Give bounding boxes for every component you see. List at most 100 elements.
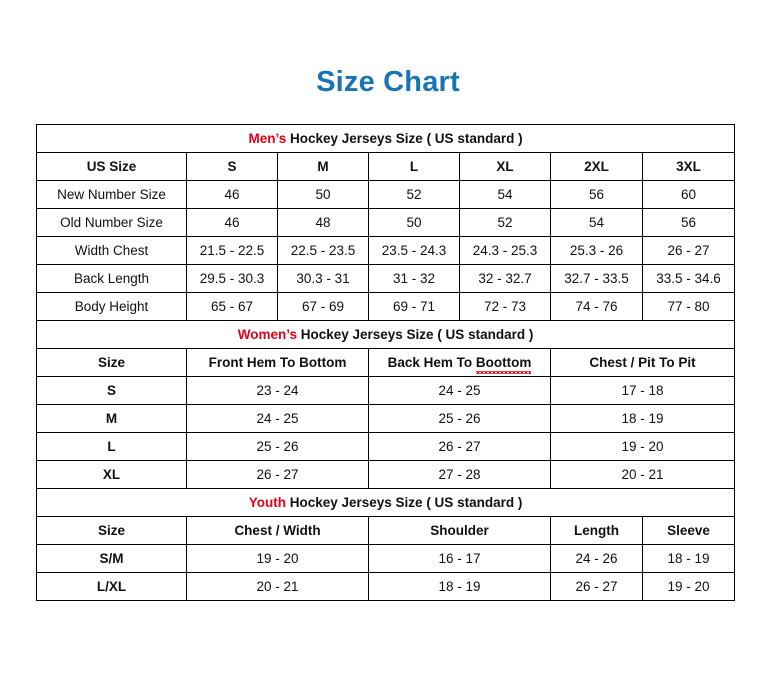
- column-header-cell: Front Hem To Bottom: [186, 348, 369, 377]
- data-cell: 26 - 27: [550, 572, 643, 601]
- size-chart-tables: Men’s Hockey Jerseys Size ( US standard …: [35, 124, 736, 601]
- section-header-row-womens: Women’s Hockey Jerseys Size ( US standar…: [35, 320, 736, 349]
- column-header-cell: Back Hem To Boottom: [368, 348, 551, 377]
- data-cell: 50: [368, 208, 460, 237]
- column-header-cell: Size: [36, 516, 187, 545]
- misspelled-word: Boottom: [475, 349, 532, 376]
- data-cell: 46: [186, 180, 278, 209]
- data-cell: 60: [641, 180, 736, 209]
- data-cell: 32.7 - 33.5: [550, 264, 643, 293]
- table-row: S/M 19 - 20 16 - 17 24 - 26 18 - 19: [36, 544, 736, 573]
- data-cell: 32 - 32.7: [459, 264, 551, 293]
- column-header-row: US Size S M L XL 2XL 3XL: [36, 152, 736, 181]
- section-header-mens: Men’s Hockey Jerseys Size ( US standard …: [35, 124, 736, 153]
- data-cell: 18 - 19: [641, 544, 736, 573]
- data-cell: 48: [277, 208, 369, 237]
- table-row: L 25 - 26 26 - 27 19 - 20: [36, 432, 736, 461]
- data-cell: 18 - 19: [368, 572, 551, 601]
- data-cell: 69 - 71: [368, 292, 460, 321]
- data-cell: 24 - 25: [186, 404, 369, 433]
- data-cell: 18 - 19: [549, 404, 736, 433]
- table-row: New Number Size 46 50 52 54 56 60: [36, 180, 736, 209]
- section-header-accent: Women’s: [237, 327, 297, 342]
- table-row: L/XL 20 - 21 18 - 19 26 - 27 19 - 20: [36, 572, 736, 601]
- section-header-row-youth: Youth Hockey Jerseys Size ( US standard …: [35, 488, 736, 517]
- data-cell: 24 - 25: [368, 376, 551, 405]
- column-header-cell: 3XL: [641, 152, 736, 181]
- data-cell: 24.3 - 25.3: [459, 236, 551, 265]
- data-cell: 26 - 27: [368, 432, 551, 461]
- column-header-cell: Chest / Width: [186, 516, 369, 545]
- table-row: S 23 - 24 24 - 25 17 - 18: [36, 376, 736, 405]
- data-cell: 33.5 - 34.6: [641, 264, 736, 293]
- column-header-cell: S: [186, 152, 278, 181]
- section-header-rest: Hockey Jerseys Size ( US standard ): [286, 131, 523, 146]
- table-row: XL 26 - 27 27 - 28 20 - 21: [36, 460, 736, 489]
- data-cell: 25.3 - 26: [550, 236, 643, 265]
- table-row: Old Number Size 46 48 50 52 54 56: [36, 208, 736, 237]
- column-header-cell: XL: [459, 152, 551, 181]
- spellcheck-squiggle-icon: [475, 371, 532, 374]
- column-header-row: Size Front Hem To Bottom Back Hem To Boott…: [36, 348, 736, 377]
- data-cell: 65 - 67: [186, 292, 278, 321]
- section-header-womens: Women’s Hockey Jerseys Size ( US standar…: [35, 320, 736, 349]
- page-title: Size Chart: [316, 66, 460, 98]
- section-header-accent: Youth: [248, 495, 286, 510]
- column-header-cell: Sleeve: [641, 516, 736, 545]
- row-label-cell: Body Height: [36, 292, 187, 321]
- row-label-cell: S/M: [36, 544, 187, 573]
- size-chart-table: Men’s Hockey Jerseys Size ( US standard …: [35, 124, 736, 601]
- column-header-cell: Length: [550, 516, 643, 545]
- section-header-accent: Men’s: [248, 131, 287, 146]
- data-cell: 30.3 - 31: [277, 264, 369, 293]
- row-label-cell: Old Number Size: [36, 208, 187, 237]
- row-label-cell: Width Chest: [36, 236, 187, 265]
- data-cell: 19 - 20: [186, 544, 369, 573]
- data-cell: 77 - 80: [641, 292, 736, 321]
- data-cell: 54: [550, 208, 643, 237]
- data-cell: 52: [368, 180, 460, 209]
- data-cell: 17 - 18: [549, 376, 736, 405]
- table-row: Back Length 29.5 - 30.3 30.3 - 31 31 - 32 32…: [36, 264, 736, 293]
- data-cell: 19 - 20: [641, 572, 736, 601]
- data-cell: 31 - 32: [368, 264, 460, 293]
- section-header-youth: Youth Hockey Jerseys Size ( US standard …: [35, 488, 736, 517]
- table-row: Body Height 65 - 67 67 - 69 69 - 71 72 - 73 7…: [36, 292, 736, 321]
- column-header-cell: US Size: [36, 152, 187, 181]
- section-header-rest: Hockey Jerseys Size ( US standard ): [296, 327, 534, 342]
- data-cell: 20 - 21: [186, 572, 369, 601]
- column-header-cell: M: [277, 152, 369, 181]
- section-header-row-mens: Men’s Hockey Jerseys Size ( US standard …: [35, 124, 736, 153]
- data-cell: 46: [186, 208, 278, 237]
- table-row: Width Chest 21.5 - 22.5 22.5 - 23.5 23.5 - …: [36, 236, 736, 265]
- data-cell: 67 - 69: [277, 292, 369, 321]
- row-label-cell: L/XL: [36, 572, 187, 601]
- data-cell: 22.5 - 23.5: [277, 236, 369, 265]
- data-cell: 25 - 26: [368, 404, 551, 433]
- data-cell: 21.5 - 22.5: [186, 236, 278, 265]
- data-cell: 26 - 27: [641, 236, 736, 265]
- data-cell: 50: [277, 180, 369, 209]
- data-cell: 27 - 28: [368, 460, 551, 489]
- data-cell: 56: [550, 180, 643, 209]
- column-header-cell: Size: [36, 348, 187, 377]
- row-label-cell: Back Length: [36, 264, 187, 293]
- data-cell: 20 - 21: [549, 460, 736, 489]
- data-cell: 25 - 26: [186, 432, 369, 461]
- data-cell: 23 - 24: [186, 376, 369, 405]
- row-label-cell: L: [36, 432, 187, 461]
- column-header-cell: 2XL: [550, 152, 643, 181]
- data-cell: 16 - 17: [368, 544, 551, 573]
- row-label-cell: New Number Size: [36, 180, 187, 209]
- row-label-cell: S: [36, 376, 187, 405]
- data-cell: 26 - 27: [186, 460, 369, 489]
- size-chart-body: Men’s Hockey Jerseys Size ( US standard …: [35, 124, 736, 601]
- data-cell: 23.5 - 24.3: [368, 236, 460, 265]
- row-label-cell: M: [36, 404, 187, 433]
- data-cell: 52: [459, 208, 551, 237]
- data-cell: 74 - 76: [550, 292, 643, 321]
- table-row: M 24 - 25 25 - 26 18 - 19: [36, 404, 736, 433]
- column-header-cell: Shoulder: [368, 516, 551, 545]
- column-header-row: Size Chest / Width Shoulder Length Sleeve: [36, 516, 736, 545]
